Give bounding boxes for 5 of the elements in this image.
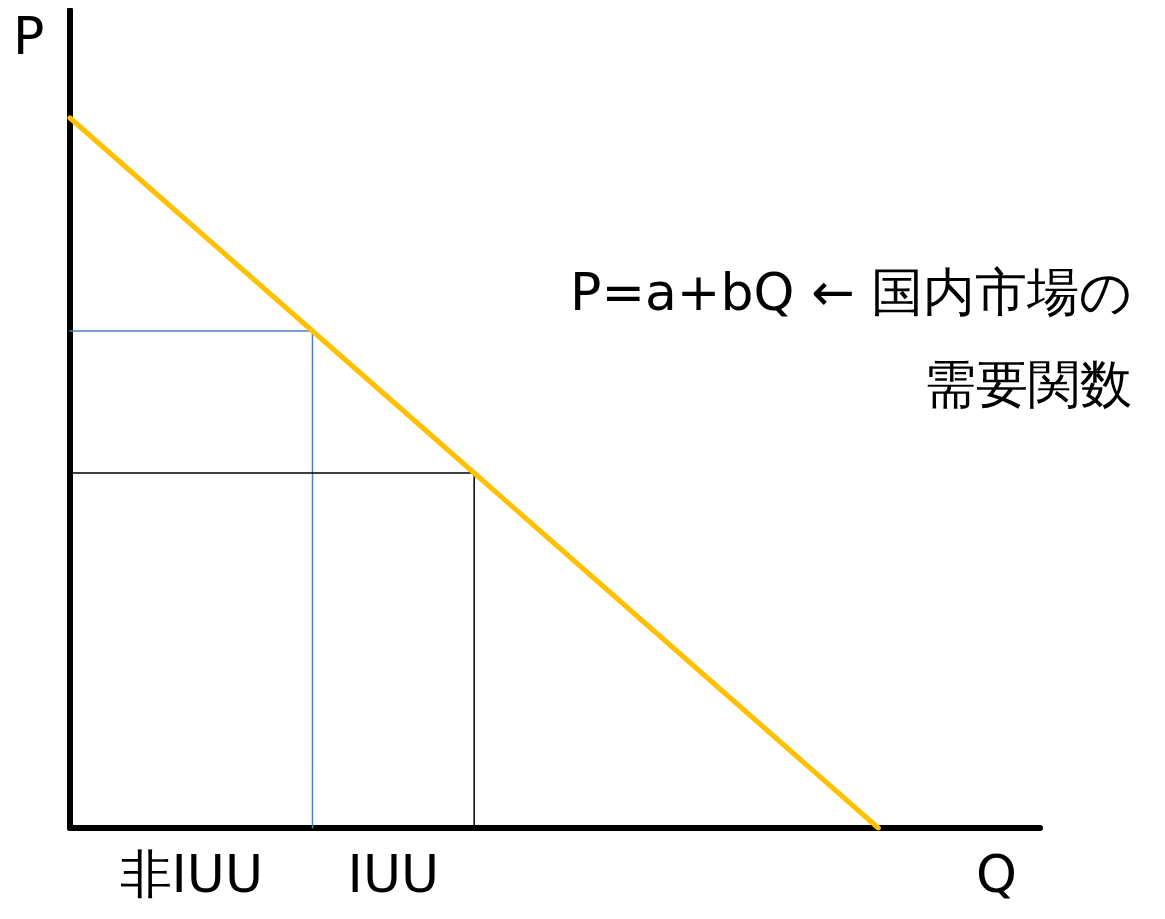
- text: IUU: [347, 844, 440, 904]
- x-axis-title: Q: [976, 844, 1017, 904]
- y-axis-title: P: [13, 6, 45, 66]
- annotation: P=a+bQ ← 国内市場の需要関数: [570, 262, 1132, 414]
- text: 非IUU: [119, 844, 263, 904]
